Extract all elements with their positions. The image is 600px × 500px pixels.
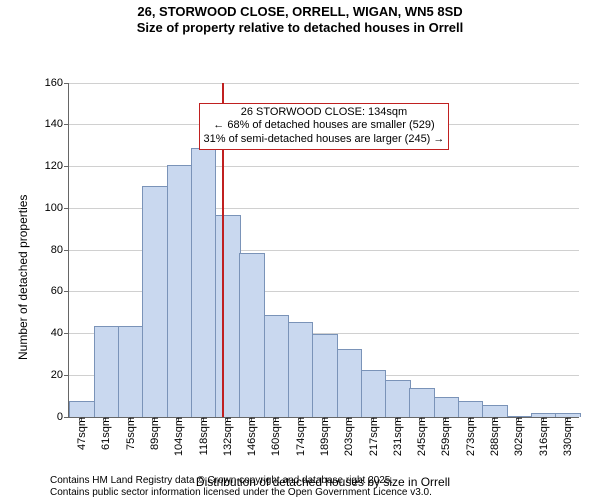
xtick-label: 47sqm	[74, 417, 88, 450]
footer-line-1: Contains HM Land Registry data © Crown c…	[50, 475, 432, 487]
histogram-bar	[385, 380, 410, 416]
annotation-box: 26 STORWOOD CLOSE: 134sqm← 68% of detach…	[199, 103, 450, 150]
gridline-h	[69, 83, 579, 84]
gridline-h	[69, 166, 579, 167]
ytick-label: 60	[51, 285, 69, 297]
histogram-bar	[288, 322, 313, 417]
xtick-label: 174sqm	[293, 417, 307, 456]
histogram-bar	[94, 326, 119, 417]
xtick-label: 203sqm	[341, 417, 355, 456]
histogram-bar	[337, 349, 362, 417]
histogram-bar	[167, 165, 192, 417]
xtick-label: 288sqm	[487, 417, 501, 456]
ytick-label: 40	[51, 327, 69, 339]
xtick-label: 146sqm	[244, 417, 258, 456]
xtick-label: 316sqm	[536, 417, 550, 456]
histogram-bar	[312, 334, 337, 416]
histogram-bar	[361, 370, 386, 417]
histogram-bar	[434, 397, 459, 417]
xtick-label: 104sqm	[171, 417, 185, 456]
xtick-label: 61sqm	[98, 417, 112, 450]
xtick-label: 160sqm	[268, 417, 282, 456]
title-line-1: 26, STORWOOD CLOSE, ORRELL, WIGAN, WN5 8…	[0, 4, 600, 20]
xtick-label: 302sqm	[511, 417, 525, 456]
ytick-label: 80	[51, 244, 69, 256]
histogram-bar	[482, 405, 507, 416]
xtick-label: 245sqm	[414, 417, 428, 456]
histogram-bar	[118, 326, 143, 417]
histogram-bar	[215, 215, 240, 416]
histogram-bar	[142, 186, 167, 417]
annotation-line: ← 68% of detached houses are smaller (52…	[204, 119, 445, 133]
xtick-label: 132sqm	[220, 417, 234, 456]
xtick-label: 259sqm	[438, 417, 452, 456]
plot-area: 02040608010012014016047sqm61sqm75sqm89sq…	[68, 83, 579, 418]
ytick-label: 100	[45, 202, 69, 214]
histogram-bar	[409, 388, 434, 416]
footer-line-2: Contains public sector information licen…	[50, 487, 432, 499]
annotation-line: 31% of semi-detached houses are larger (…	[204, 133, 445, 147]
y-axis-label: Number of detached properties	[16, 194, 30, 359]
xtick-label: 75sqm	[123, 417, 137, 450]
ytick-label: 140	[45, 118, 69, 130]
ytick-label: 120	[45, 160, 69, 172]
xtick-label: 273sqm	[463, 417, 477, 456]
xtick-label: 118sqm	[196, 417, 210, 455]
xtick-label: 189sqm	[317, 417, 331, 456]
ytick-label: 20	[51, 369, 69, 381]
histogram-bar	[191, 148, 216, 416]
xtick-label: 89sqm	[147, 417, 161, 450]
xtick-label: 330sqm	[560, 417, 574, 456]
xtick-label: 231sqm	[390, 417, 404, 456]
ytick-label: 0	[57, 411, 69, 423]
histogram-bar	[264, 315, 289, 416]
ytick-label: 160	[45, 77, 69, 89]
title-line-2: Size of property relative to detached ho…	[0, 20, 600, 36]
histogram-bar	[69, 401, 94, 417]
xtick-label: 217sqm	[366, 417, 380, 456]
chart-titles: 26, STORWOOD CLOSE, ORRELL, WIGAN, WN5 8…	[0, 0, 600, 37]
footer-attribution: Contains HM Land Registry data © Crown c…	[50, 475, 432, 498]
histogram-bar	[239, 253, 264, 417]
histogram-bar	[458, 401, 483, 417]
annotation-line: 26 STORWOOD CLOSE: 134sqm	[204, 106, 445, 120]
